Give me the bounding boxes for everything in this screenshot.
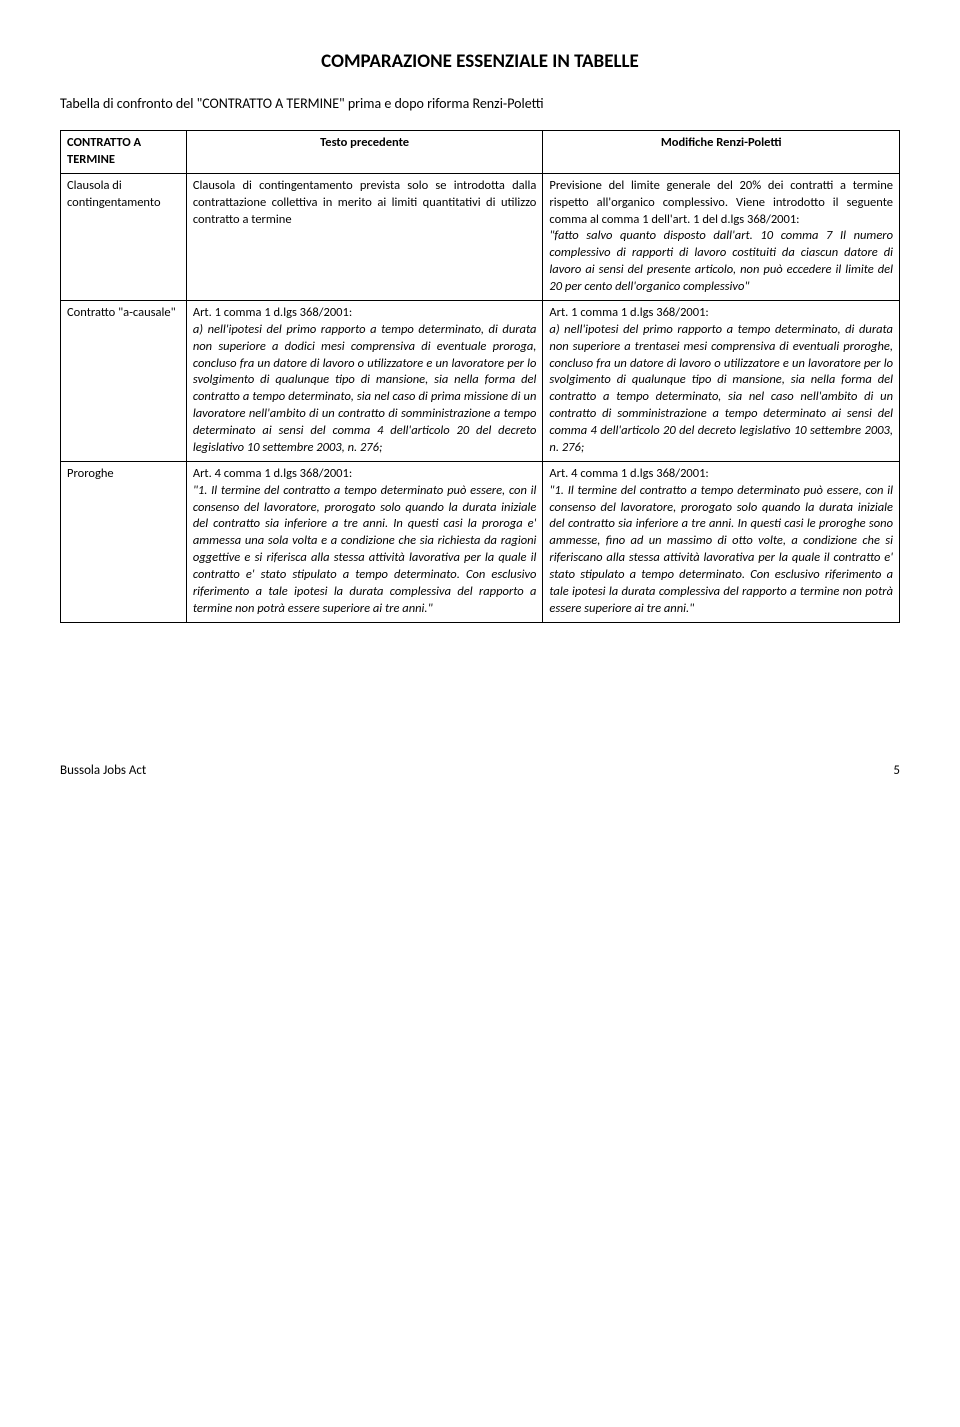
footer-right: 5: [893, 763, 900, 778]
cell-prev: Clausola di contingentamento prevista so…: [186, 173, 543, 300]
header-col2: Modifiche Renzi-Poletti: [543, 131, 900, 174]
table-row: Clausola di contingentamento Clausola di…: [61, 173, 900, 300]
cell-lead: Art. 1 comma 1 d.lgs 368/2001:: [549, 305, 708, 320]
footer-left: Bussola Jobs Act: [60, 763, 146, 778]
cell-text: Previsione del limite generale del 20% d…: [549, 178, 893, 227]
row-label: Contratto "a-causale": [61, 300, 187, 461]
header-col1: Testo precedente: [186, 131, 543, 174]
row-label: Clausola di contingentamento: [61, 173, 187, 300]
cell-prev: Art. 1 comma 1 d.lgs 368/2001: a) nell'i…: [186, 300, 543, 461]
cell-text-italic: "1. Il termine del contratto a tempo det…: [549, 483, 893, 616]
cell-prev: Art. 4 comma 1 d.lgs 368/2001: "1. Il te…: [186, 461, 543, 622]
cell-lead: Art. 4 comma 1 d.lgs 368/2001:: [549, 466, 708, 481]
main-title: COMPARAZIONE ESSENZIALE IN TABELLE: [60, 50, 900, 73]
table-header-row: CONTRATTO A TERMINE Testo precedente Mod…: [61, 131, 900, 174]
cell-mod: Art. 4 comma 1 d.lgs 368/2001: "1. Il te…: [543, 461, 900, 622]
cell-mod: Previsione del limite generale del 20% d…: [543, 173, 900, 300]
cell-text-italic: "fatto salvo quanto disposto dall'art. 1…: [549, 228, 893, 294]
cell-text-italic: a) nell'ipotesi del primo rapporto a tem…: [193, 322, 537, 455]
row-label: Proroghe: [61, 461, 187, 622]
table-row: Proroghe Art. 4 comma 1 d.lgs 368/2001: …: [61, 461, 900, 622]
header-col0: CONTRATTO A TERMINE: [61, 131, 187, 174]
page-footer: Bussola Jobs Act 5: [60, 763, 900, 778]
table-row: Contratto "a-causale" Art. 1 comma 1 d.l…: [61, 300, 900, 461]
cell-lead: Art. 1 comma 1 d.lgs 368/2001:: [193, 305, 352, 320]
cell-text-italic: a) nell'ipotesi del primo rapporto a tem…: [549, 322, 893, 455]
comparison-table: CONTRATTO A TERMINE Testo precedente Mod…: [60, 130, 900, 623]
cell-text-italic: "1. Il termine del contratto a tempo det…: [193, 483, 537, 616]
cell-mod: Art. 1 comma 1 d.lgs 368/2001: a) nell'i…: [543, 300, 900, 461]
cell-lead: Art. 4 comma 1 d.lgs 368/2001:: [193, 466, 352, 481]
subtitle: Tabella di confronto del "CONTRATTO A TE…: [60, 95, 900, 112]
